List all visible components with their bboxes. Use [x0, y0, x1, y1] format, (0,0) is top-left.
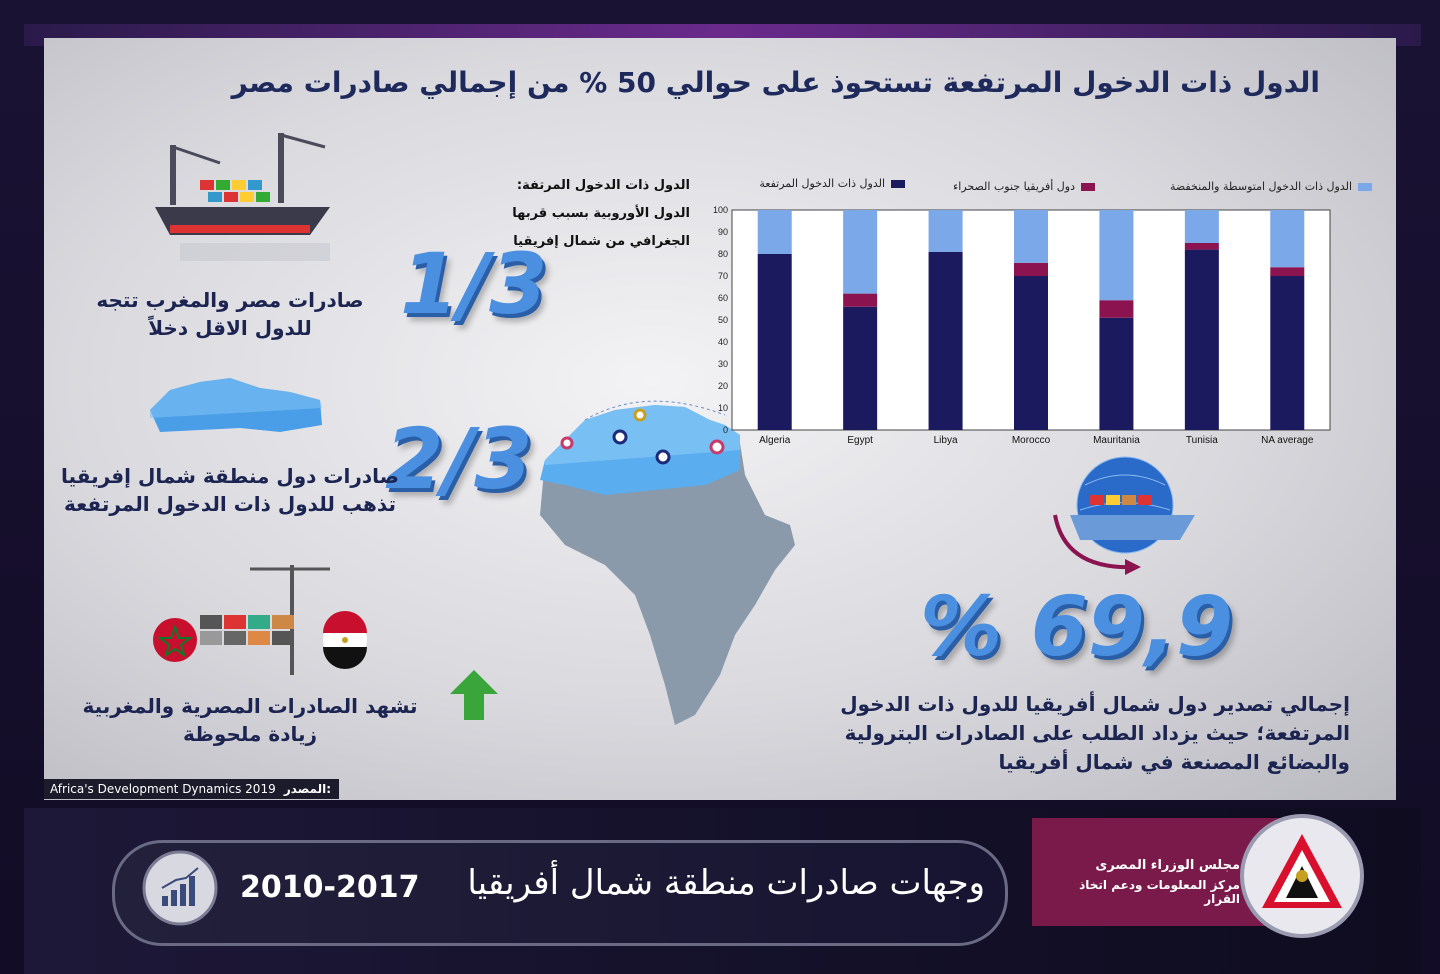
big-percent-text: إجمالي تصدير دول شمال أفريقيا للدول ذات … — [840, 692, 1350, 774]
cabinet-emblem-icon — [1240, 814, 1364, 938]
y-tick-label: 40 — [718, 337, 728, 347]
fraction-one-third: 1/3 — [400, 235, 548, 333]
legend-swatch-lmi — [1358, 183, 1372, 191]
footer-pill — [112, 840, 1008, 946]
y-tick-label: 70 — [718, 271, 728, 281]
x-category-label: Egypt — [847, 435, 873, 446]
x-category-label: Tunisia — [1186, 435, 1218, 446]
y-tick-label: 100 — [713, 205, 728, 215]
x-category-label: Libya — [934, 435, 958, 446]
bar-segment — [843, 306, 878, 430]
x-category-label: NA average — [1261, 435, 1314, 446]
big-percent: % 69,9 — [920, 580, 1234, 675]
y-tick-label: 80 — [718, 249, 728, 259]
org-line1: مجلس الوزراء المصرى — [1095, 858, 1240, 873]
y-tick-label: 90 — [718, 227, 728, 237]
bar-segment — [843, 210, 878, 294]
africa-map-icon — [540, 400, 795, 725]
note-line3: الجغرافي من شمال إفريقيا — [513, 234, 690, 249]
bar-segment — [843, 293, 878, 307]
block3-text: تشهد الصادرات المصرية والمغربية زيادة مل… — [82, 694, 418, 746]
north-africa-map-icon — [150, 378, 322, 432]
legend-high: الدول ذات الدخول المرتفعة — [759, 177, 905, 190]
stacked-bar-chart: 0 10 20 30 40 50 60 70 80 90 100 Algeria Egypt Libya M… — [713, 205, 1331, 446]
bar-segment — [1014, 262, 1048, 276]
footer-title: وجهات صادرات منطقة شمال أفريقيا — [467, 863, 985, 903]
chart-growth-icon — [142, 850, 218, 926]
y-tick-label: 10 — [718, 403, 728, 413]
bar-segment — [1184, 243, 1219, 250]
fraction-two-thirds: 2/3 — [385, 410, 533, 508]
x-category-label: Mauritania — [1093, 435, 1140, 446]
y-tick-label: 30 — [718, 359, 728, 369]
y-tick-label: 60 — [718, 293, 728, 303]
bar-segment — [1184, 210, 1219, 243]
note-box: الدول ذات الدخول المرتفة: الدول الأوروبي… — [490, 172, 690, 256]
legend-label-ssa: دول أفريقيا جنوب الصحراء — [953, 180, 1075, 193]
legend-lmi: الدول ذات الدخول امتوسطة والمنخفضة — [1170, 180, 1372, 193]
port-flags-icon — [153, 565, 367, 675]
bar-segment — [1099, 210, 1134, 301]
note-line1: الدول ذات الدخول المرتفة: — [516, 178, 690, 193]
bar-segment — [1014, 210, 1048, 263]
bar-segment — [1099, 300, 1134, 318]
bar-segment — [1270, 267, 1305, 276]
bar-segment — [928, 251, 963, 430]
legend-swatch-ssa — [1081, 183, 1095, 191]
bar-segment — [757, 210, 792, 254]
bar-segment — [1099, 317, 1134, 430]
legend-swatch-high — [891, 180, 905, 188]
source-label: المصدر: — [283, 782, 331, 796]
y-tick-label: 0 — [723, 425, 728, 435]
block1-text: صادرات مصر والمغرب تتجه للدول الاقل دخلا… — [96, 288, 364, 340]
bar-segment — [1184, 249, 1219, 430]
legend-ssa: دول أفريقيا جنوب الصحراء — [953, 180, 1095, 193]
block2-text: صادرات دول منطقة شمال إفريقيا تذهب للدول… — [61, 464, 399, 516]
globe-ship-icon — [1053, 456, 1195, 575]
bar-segment — [1014, 276, 1048, 430]
x-category-label: Algeria — [759, 435, 791, 446]
legend-label-high: الدول ذات الدخول المرتفعة — [759, 177, 885, 190]
x-category-label: Morocco — [1012, 435, 1051, 446]
up-arrow-icon — [450, 670, 498, 720]
bar-segment — [928, 210, 963, 252]
y-tick-label: 20 — [718, 381, 728, 391]
bar-segment — [757, 254, 792, 430]
footer-years: 2010-2017 — [240, 870, 420, 905]
y-tick-label: 50 — [718, 315, 728, 325]
source-value: Africa's Development Dynamics 2019 — [50, 782, 276, 796]
ship-icon — [155, 133, 330, 261]
bar-segment — [1270, 210, 1305, 268]
note-line2: الدول الأوروبية بسبب قربها — [512, 206, 690, 221]
bar-segment — [1270, 276, 1305, 430]
legend-label-lmi: الدول ذات الدخول امتوسطة والمنخفضة — [1169, 180, 1352, 193]
org-line2: مركز المعلومات ودعم اتخاذ القرار — [1079, 878, 1240, 906]
page-title: الدول ذات الدخول المرتفعة تستحوذ على حوا… — [231, 66, 1320, 99]
source-box: Africa's Development Dynamics 2019 المصد… — [44, 779, 339, 799]
